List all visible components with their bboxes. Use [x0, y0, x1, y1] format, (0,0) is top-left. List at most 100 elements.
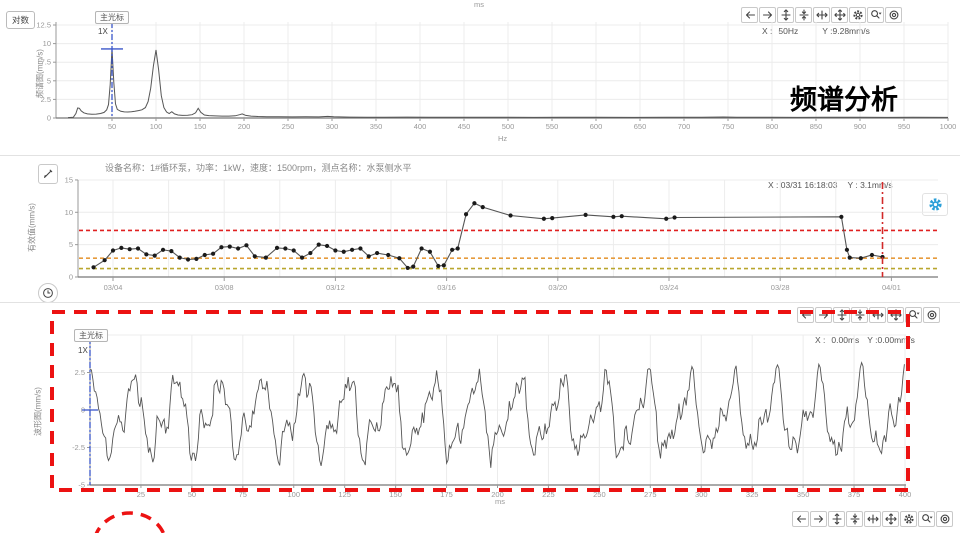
toolbar-button-expand-x[interactable] — [864, 511, 881, 527]
gear-icon — [903, 514, 914, 524]
svg-text:2.5: 2.5 — [41, 95, 51, 104]
trend-y-axis-label: 有效值(mm/s) — [27, 203, 37, 252]
svg-text:200: 200 — [491, 490, 504, 499]
svg-text:50: 50 — [108, 122, 116, 131]
spectrum-y-axis-label: 频谱图(mm/s) — [35, 49, 45, 98]
spectrum-x-axis-unit: Hz — [498, 134, 508, 143]
svg-text:500: 500 — [502, 122, 515, 131]
reset-icon — [927, 310, 936, 320]
edit-button[interactable] — [38, 164, 58, 184]
svg-text:12.5: 12.5 — [36, 21, 51, 30]
toolbar-button-reset[interactable] — [923, 307, 940, 323]
reset-icon — [889, 10, 898, 20]
spectrum-primary-cursor-label[interactable]: 主光标 — [95, 11, 129, 24]
svg-text:75: 75 — [239, 490, 247, 499]
svg-text:150: 150 — [389, 490, 402, 499]
move-icon — [884, 513, 897, 525]
toolbar-button-zoom-select[interactable] — [918, 511, 935, 527]
waveform-primary-cursor-label[interactable]: 主光标 — [74, 329, 108, 342]
svg-text:650: 650 — [634, 122, 647, 131]
toolbar-button-expand-y[interactable] — [777, 7, 794, 23]
svg-text:550: 550 — [546, 122, 559, 131]
expand-x-icon — [815, 10, 828, 20]
panel-divider — [0, 155, 960, 156]
toolbar-button-compress-y[interactable] — [795, 7, 812, 23]
svg-text:04/01: 04/01 — [882, 283, 901, 292]
svg-text:25: 25 — [137, 490, 145, 499]
svg-text:7.5: 7.5 — [41, 58, 51, 67]
trend-svg: 0 5 10 15 03/04 03/08 03/12 03/16 03/20 03/24 03/2… — [65, 175, 938, 292]
spectrum-toolbar — [741, 7, 902, 23]
svg-text:850: 850 — [810, 122, 823, 131]
svg-text:200: 200 — [238, 122, 251, 131]
svg-text:400: 400 — [414, 122, 427, 131]
panel-divider — [0, 302, 960, 303]
svg-text:350: 350 — [370, 122, 383, 131]
svg-text:325: 325 — [746, 490, 759, 499]
svg-text:300: 300 — [695, 490, 708, 499]
trend-axes: 0 5 10 15 03/04 03/08 03/12 03/16 03/20 03/24 03/2… — [65, 175, 938, 292]
waveform-chart: -5-2.502.5525507510012515017520022525027… — [0, 303, 960, 518]
toolbar-button-reset[interactable] — [936, 511, 953, 527]
toolbar-button-arrow-left[interactable] — [741, 7, 758, 23]
zoom-select-icon — [870, 10, 882, 19]
clock-icon — [43, 288, 53, 298]
toolbar-button-reset[interactable] — [885, 7, 902, 23]
svg-text:175: 175 — [440, 490, 453, 499]
spectrum-analysis-title: 频谱分析 — [790, 85, 898, 115]
svg-text:50: 50 — [188, 490, 196, 499]
expand-y-icon — [780, 9, 791, 21]
readout-y-value: 9.28mm/s — [832, 26, 870, 36]
svg-text:125: 125 — [338, 490, 351, 499]
trend-series — [91, 201, 885, 271]
toolbar-button-gear[interactable] — [900, 511, 917, 527]
toolbar-button-arrow-right[interactable] — [810, 511, 827, 527]
toolbar-button-arrow-left[interactable] — [792, 511, 809, 527]
arrow-right-icon — [813, 515, 823, 523]
compress-y-icon — [849, 513, 860, 525]
toolbar-button-arrow-right[interactable] — [759, 7, 776, 23]
svg-text:700: 700 — [678, 122, 691, 131]
svg-text:03/28: 03/28 — [771, 283, 790, 292]
toolbar-button-gear[interactable] — [849, 7, 866, 23]
svg-text:5: 5 — [47, 76, 51, 85]
svg-text:150: 150 — [194, 122, 207, 131]
svg-text:10: 10 — [43, 39, 51, 48]
gear-icon — [852, 10, 863, 20]
alarm-threshold-lines — [79, 229, 938, 270]
svg-text:15: 15 — [65, 175, 73, 184]
svg-text:03/04: 03/04 — [104, 283, 123, 292]
log-scale-button[interactable]: 对数 — [6, 11, 36, 29]
svg-text:100: 100 — [150, 122, 163, 131]
toolbar-button-compress-y[interactable] — [846, 511, 863, 527]
svg-text:750: 750 — [722, 122, 735, 131]
svg-text:03/24: 03/24 — [660, 283, 679, 292]
expand-x-icon — [866, 514, 879, 524]
toolbar-button-expand-x[interactable] — [813, 7, 830, 23]
arrow-left-icon — [796, 515, 806, 523]
waveform-y-axis-label: 波形图(mm/s) — [33, 387, 43, 436]
gear-blue-icon — [928, 198, 942, 211]
toolbar-button-move[interactable] — [882, 511, 899, 527]
spectrum-svg: 0 2.5 5 7.5 10 12.5 50 100 150 200 250 300 350 400 450… — [36, 21, 956, 132]
waveform-axes: -5-2.502.5525507510012515017520022525027… — [72, 331, 911, 500]
svg-text:250: 250 — [282, 122, 295, 131]
spectrum-axes: 0 2.5 5 7.5 10 12.5 50 100 150 200 250 300 350 400 450… — [36, 21, 956, 132]
readout-x-label: X : — [762, 26, 773, 36]
svg-text:0: 0 — [47, 114, 51, 123]
trend-grid — [78, 179, 938, 278]
waveform-grid — [90, 334, 906, 486]
trend-settings-button[interactable] — [922, 193, 948, 216]
waveform-svg: -5-2.502.5525507510012515017520022525027… — [72, 331, 911, 500]
expand-y-icon — [831, 513, 842, 525]
svg-text:10: 10 — [65, 208, 73, 217]
primary-cursor[interactable] — [101, 22, 123, 118]
waveform-cursor-harmonic-label: 1X — [78, 346, 88, 355]
toolbar-button-move[interactable] — [831, 7, 848, 23]
readout-y-label: Y : — [822, 26, 833, 36]
svg-text:03/08: 03/08 — [215, 283, 234, 292]
toolbar-button-expand-y[interactable] — [828, 511, 845, 527]
svg-text:350: 350 — [797, 490, 810, 499]
trend-chart: 0 5 10 15 03/04 03/08 03/12 03/16 03/20 03/24 03/2… — [0, 160, 960, 307]
toolbar-button-zoom-select[interactable] — [867, 7, 884, 23]
